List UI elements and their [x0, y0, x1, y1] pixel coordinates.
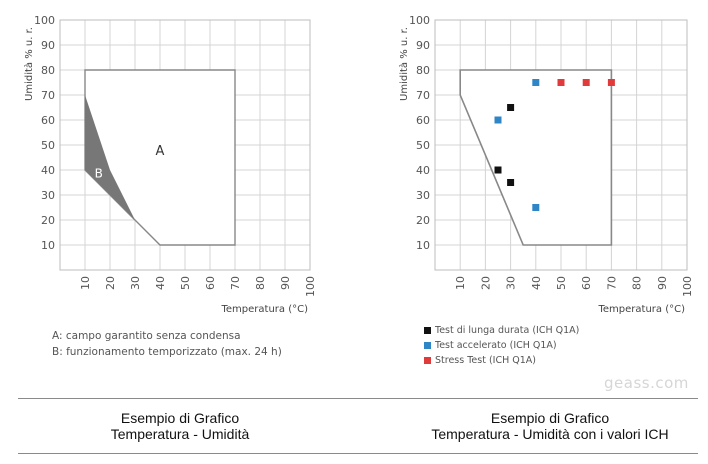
right-y-tick-label: 20: [416, 214, 430, 227]
left-y-tick-label: 30: [41, 189, 55, 202]
right-envelope: [459, 69, 613, 246]
legend-region-b: B: funzionamento temporizzato (max. 24 h…: [52, 346, 282, 358]
data-point-s0-1: [507, 104, 515, 111]
right-y-tick-label: 30: [416, 189, 430, 202]
right-y-tick-label: 40: [416, 164, 430, 177]
caption-right: Esempio di Grafico Temperatura - Umidità…: [400, 410, 700, 442]
right-x-tick-label: 10: [454, 276, 467, 290]
divider-top: [18, 398, 698, 399]
right-y-tick-label: 60: [416, 114, 430, 127]
left-y-tick-label: 40: [41, 164, 55, 177]
right-x-tick-label: 50: [555, 276, 568, 290]
legend-swatch-black: [424, 327, 431, 334]
left-region-b: [85, 95, 135, 220]
right-x-tick-label: 30: [505, 276, 518, 290]
left-x-tick-label: 100: [304, 276, 317, 297]
left-y-axis-title: Umidità % u. r.: [23, 27, 35, 101]
right-x-tick-label: 100: [681, 276, 694, 297]
right-y-tick-label: 80: [416, 64, 430, 77]
data-point-s2-1: [582, 79, 590, 86]
left-y-tick-label: 60: [41, 114, 55, 127]
left-x-axis-title: Temperatura (°C): [220, 304, 308, 315]
left-plot-frame: [59, 19, 311, 271]
left-x-tick-label: 90: [279, 276, 292, 290]
right-chart: 10 20 30 40 50 60 70 80 90 100 10 20 30 40 50 60 70 80 90 1…: [398, 14, 694, 315]
region-b-label: B: [95, 167, 103, 181]
caption-left-line1: Esempio di Grafico: [120, 410, 240, 426]
left-x-tick-label: 60: [204, 276, 217, 290]
left-y-tick-label: 50: [41, 139, 55, 152]
caption-left: Esempio di Grafico Temperatura - Umidità: [40, 410, 320, 442]
left-y-tick-label: 80: [41, 64, 55, 77]
left-y-tick-label: 90: [41, 39, 55, 52]
data-point-s1-2: [532, 204, 540, 211]
right-y-tick-label: 90: [416, 39, 430, 52]
legend-item-long-term: Test di lunga durata (ICH Q1A): [424, 323, 579, 338]
legend-item-stress: Stress Test (ICH Q1A): [424, 353, 579, 368]
right-y-tick-label: 100: [409, 14, 430, 27]
data-point-s0-0: [494, 166, 502, 174]
legend-item-accelerated: Test accelerato (ICH Q1A): [424, 338, 579, 353]
legend-label-long-term: Test di lunga durata (ICH Q1A): [435, 325, 580, 336]
left-y-tick-label: 10: [41, 239, 55, 252]
left-x-tick-label: 10: [79, 276, 92, 290]
right-chart-legend: Test di lunga durata (ICH Q1A) Test acce…: [424, 323, 579, 368]
legend-label-accelerated: Test accelerato (ICH Q1A): [435, 340, 557, 351]
caption-right-line2: Temperatura - Umidità con i valori ICH: [431, 426, 669, 442]
right-x-tick-label: 80: [631, 276, 644, 290]
left-chart-legend: A: campo garantito senza condensa B: fun…: [52, 328, 282, 360]
watermark-logo: geass.com: [604, 374, 689, 392]
legend-region-a: A: campo garantito senza condensa: [52, 330, 241, 342]
left-x-tick-label: 80: [254, 276, 267, 290]
right-x-tick-label: 20: [479, 276, 492, 290]
region-a-label: A: [156, 144, 165, 159]
left-x-tick-label: 50: [179, 276, 192, 290]
left-x-tick-label: 30: [129, 276, 142, 290]
left-y-tick-label: 20: [41, 214, 55, 227]
data-point-s2-0: [557, 79, 565, 86]
right-y-tick-label: 50: [416, 139, 430, 152]
legend-swatch-red: [424, 357, 431, 364]
legend-label-stress: Stress Test (ICH Q1A): [435, 355, 536, 366]
right-x-tick-label: 60: [580, 276, 593, 290]
right-x-tick-label: 40: [530, 276, 543, 290]
left-x-tick-label: 20: [104, 276, 117, 290]
left-x-tick-label: 40: [154, 276, 167, 290]
right-x-tick-label: 90: [656, 276, 669, 290]
right-x-axis-title: Temperatura (°C): [597, 304, 685, 315]
data-point-s1-1: [532, 79, 540, 86]
right-y-axis-title: Umidità % u. r.: [398, 27, 410, 101]
legend-swatch-blue: [424, 342, 431, 349]
right-plot-frame: [434, 19, 688, 271]
right-y-tick-label: 10: [416, 239, 430, 252]
data-point-s0-2: [507, 179, 515, 186]
left-x-tick-label: 70: [229, 276, 242, 290]
data-point-s1-0: [494, 116, 502, 124]
right-y-tick-label: 70: [416, 89, 430, 102]
left-y-tick-label: 100: [34, 14, 55, 27]
left-y-tick-label: 70: [41, 89, 55, 102]
caption-left-line2: Temperatura - Umidità: [110, 426, 250, 442]
caption-right-line1: Esempio di Grafico: [490, 410, 610, 426]
data-point-s2-2: [607, 79, 615, 86]
left-chart: A B 10 20 30 40 50 60 70 80 90 100 10 20 30 40 50 60 70 80 9…: [23, 14, 317, 315]
divider-bottom: [18, 453, 698, 454]
right-x-tick-label: 70: [605, 276, 618, 290]
